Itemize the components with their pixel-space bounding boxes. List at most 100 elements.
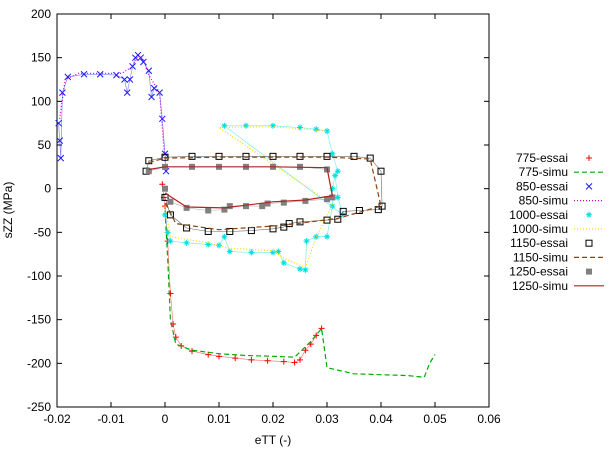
data-point — [270, 122, 276, 129]
x-tick-label: -0.01 — [97, 412, 125, 426]
data-point — [232, 355, 239, 362]
data-point — [339, 207, 347, 215]
data-point — [221, 122, 228, 129]
data-point — [329, 203, 336, 210]
y-tick-label: 50 — [38, 138, 52, 152]
data-point — [291, 359, 298, 366]
data-point — [59, 89, 66, 96]
data-point — [164, 229, 171, 236]
data-point — [215, 152, 223, 160]
data-point — [188, 152, 196, 160]
legend-label: 1000-essai — [509, 208, 568, 222]
data-point — [243, 203, 249, 210]
data-point — [270, 249, 276, 256]
data-point — [585, 239, 593, 247]
data-point — [242, 152, 250, 160]
series-775-essai — [159, 181, 325, 366]
data-point — [586, 268, 592, 275]
data-point — [313, 332, 320, 339]
legend-label: 850-essai — [516, 179, 568, 193]
series-line — [148, 166, 334, 209]
data-point — [80, 70, 88, 78]
data-point — [140, 58, 147, 66]
series-line — [164, 210, 436, 378]
data-point — [221, 233, 228, 240]
data-point — [280, 358, 287, 365]
legend: 775-essai775-simu850-essai850-simu1000-e… — [509, 151, 604, 293]
y-axis-label: sZZ (MPa) — [1, 182, 15, 239]
data-point — [226, 248, 233, 255]
y-tick-label: -50 — [34, 225, 52, 239]
y-tick-label: -150 — [27, 313, 51, 327]
data-point — [324, 128, 330, 135]
series-1000-simu — [164, 126, 334, 269]
data-point — [205, 207, 212, 214]
data-point — [216, 242, 222, 249]
x-tick-label: 0 — [162, 412, 169, 426]
data-point — [161, 153, 169, 161]
data-point — [355, 207, 363, 214]
data-point — [172, 334, 179, 341]
data-point — [313, 233, 320, 240]
axis-ticks: -0.02 -0.01 0 0.01 0.02 0.03 0.04 0.05 0.06 -250 -… — [27, 7, 501, 426]
data-point — [323, 152, 331, 160]
data-point — [204, 227, 212, 235]
legend-label: 775-essai — [516, 151, 568, 165]
data-point — [275, 248, 282, 255]
data-point — [145, 168, 152, 175]
y-tick-label: 0 — [44, 182, 51, 196]
data-point — [302, 347, 309, 354]
data-point — [161, 193, 169, 201]
plot-frame — [56, 13, 490, 408]
data-point — [303, 238, 310, 245]
data-point — [259, 203, 266, 210]
x-tick-label: 0.04 — [369, 412, 393, 426]
data-point — [334, 168, 341, 175]
data-point — [145, 157, 153, 165]
series-line — [148, 156, 382, 231]
series-line — [164, 126, 334, 269]
data-point — [329, 194, 336, 201]
data-point — [296, 218, 304, 226]
series-1000-essai — [162, 122, 347, 273]
data-point — [167, 238, 174, 245]
data-point — [297, 124, 303, 131]
data-point — [350, 152, 358, 160]
x-tick-label: 0.01 — [207, 412, 231, 426]
data-point — [221, 206, 228, 213]
data-point — [280, 199, 287, 206]
data-point — [302, 197, 309, 204]
legend-swatch — [585, 239, 593, 247]
data-point — [57, 154, 65, 162]
legend-label: 1150-simu — [513, 250, 568, 264]
legend-swatch — [586, 268, 592, 275]
data-point — [377, 167, 385, 175]
data-point — [55, 119, 62, 127]
series-trace — [145, 156, 383, 232]
data-point — [324, 233, 330, 240]
y-tick-label: 200 — [31, 7, 51, 21]
legend-label: 1250-essai — [509, 265, 568, 279]
data-point — [148, 93, 155, 101]
data-point — [332, 172, 339, 179]
data-point — [167, 198, 174, 205]
y-tick-label: 100 — [31, 94, 51, 108]
data-point — [280, 259, 287, 266]
data-point — [226, 203, 233, 210]
legend-label: 1000-simu — [512, 222, 568, 236]
series-1150-simu — [148, 156, 382, 231]
y-tick-label: -100 — [27, 269, 51, 283]
series-1150-essai — [142, 152, 386, 235]
y-tick-label: 150 — [31, 51, 51, 65]
data-point — [150, 84, 158, 92]
x-tick-label: 0.05 — [423, 412, 447, 426]
data-point — [248, 356, 255, 363]
series-trace — [162, 184, 322, 363]
data-point — [123, 89, 131, 96]
data-point — [334, 194, 341, 201]
data-marks — [55, 51, 436, 378]
data-point — [64, 73, 72, 81]
data-point — [302, 266, 309, 273]
data-point — [329, 150, 336, 157]
data-point — [264, 357, 271, 364]
